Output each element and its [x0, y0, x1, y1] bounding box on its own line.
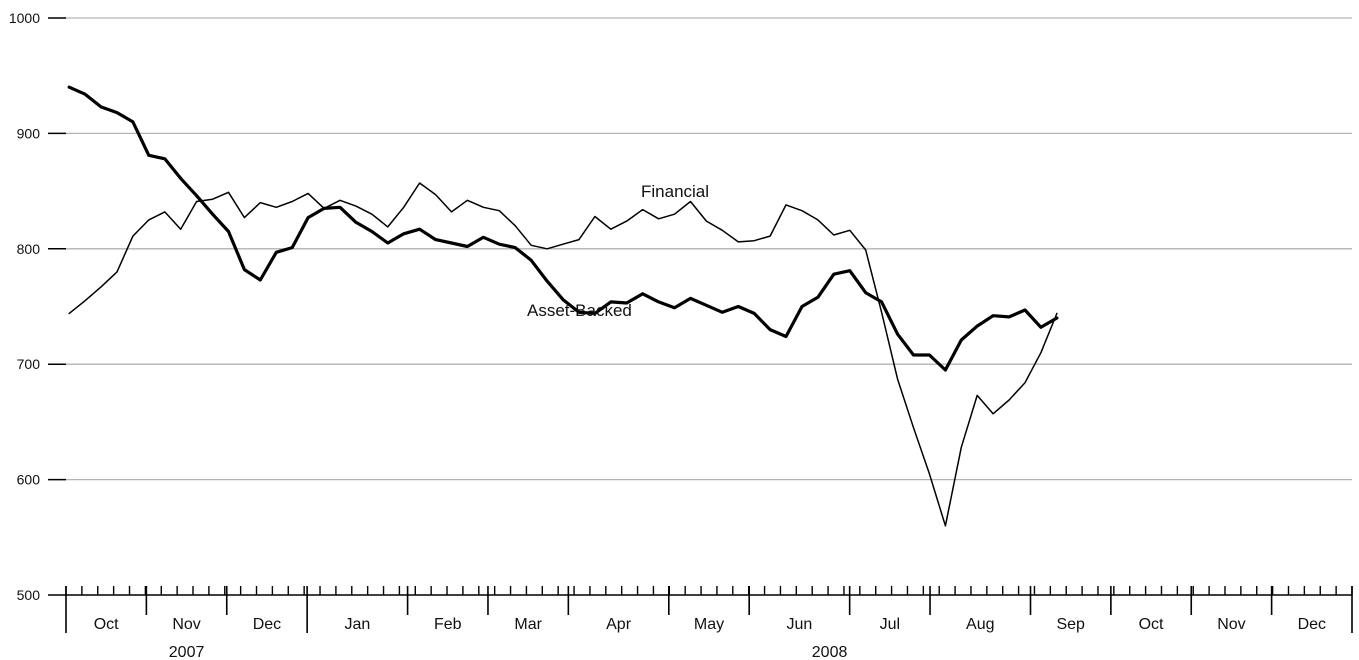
x-month-label: Dec	[1298, 616, 1326, 633]
x-month-label: Jun	[787, 616, 813, 633]
x-month-label: Jul	[880, 616, 900, 633]
x-year-label: 2008	[812, 644, 848, 660]
y-tick-label-500: 500	[17, 587, 41, 603]
series-label-financial: Financial	[641, 182, 709, 201]
series-label-asset-backed: Asset-Backed	[527, 301, 632, 320]
y-tick-label-1000: 1000	[9, 10, 40, 26]
x-month-label: Oct	[1139, 616, 1164, 633]
x-month-label: Dec	[253, 616, 281, 633]
series-line-asset-backed	[67, 85, 1059, 372]
y-axis: 500 600 700 800 900 1000	[9, 10, 66, 603]
y-tick-label-900: 900	[17, 125, 41, 141]
x-month-label: Feb	[434, 616, 462, 633]
series-annotations: Financial Asset-Backed	[527, 182, 709, 320]
x-month-label: Sep	[1056, 616, 1085, 633]
x-month-label: Jan	[344, 616, 370, 633]
x-year-label: 2007	[169, 644, 205, 660]
y-tick-label-600: 600	[17, 472, 41, 488]
x-axis: Oct Nov Dec Jan Feb Mar Apr May Jun Jul Aug Sep Oct N…	[65, 586, 1353, 660]
x-month-label: Aug	[966, 616, 994, 633]
x-month-label: Nov	[1217, 616, 1245, 633]
x-month-label: Apr	[606, 616, 632, 633]
y-tick-label-700: 700	[17, 356, 41, 372]
x-month-label: Mar	[514, 616, 542, 633]
x-month-label: May	[694, 616, 724, 633]
y-tick-label-800: 800	[17, 241, 41, 257]
x-month-label: Nov	[172, 616, 200, 633]
gridlines	[66, 17, 1352, 481]
series-lines	[67, 85, 1059, 527]
x-month-label: Oct	[94, 616, 119, 633]
series-line-financial	[68, 182, 1058, 527]
